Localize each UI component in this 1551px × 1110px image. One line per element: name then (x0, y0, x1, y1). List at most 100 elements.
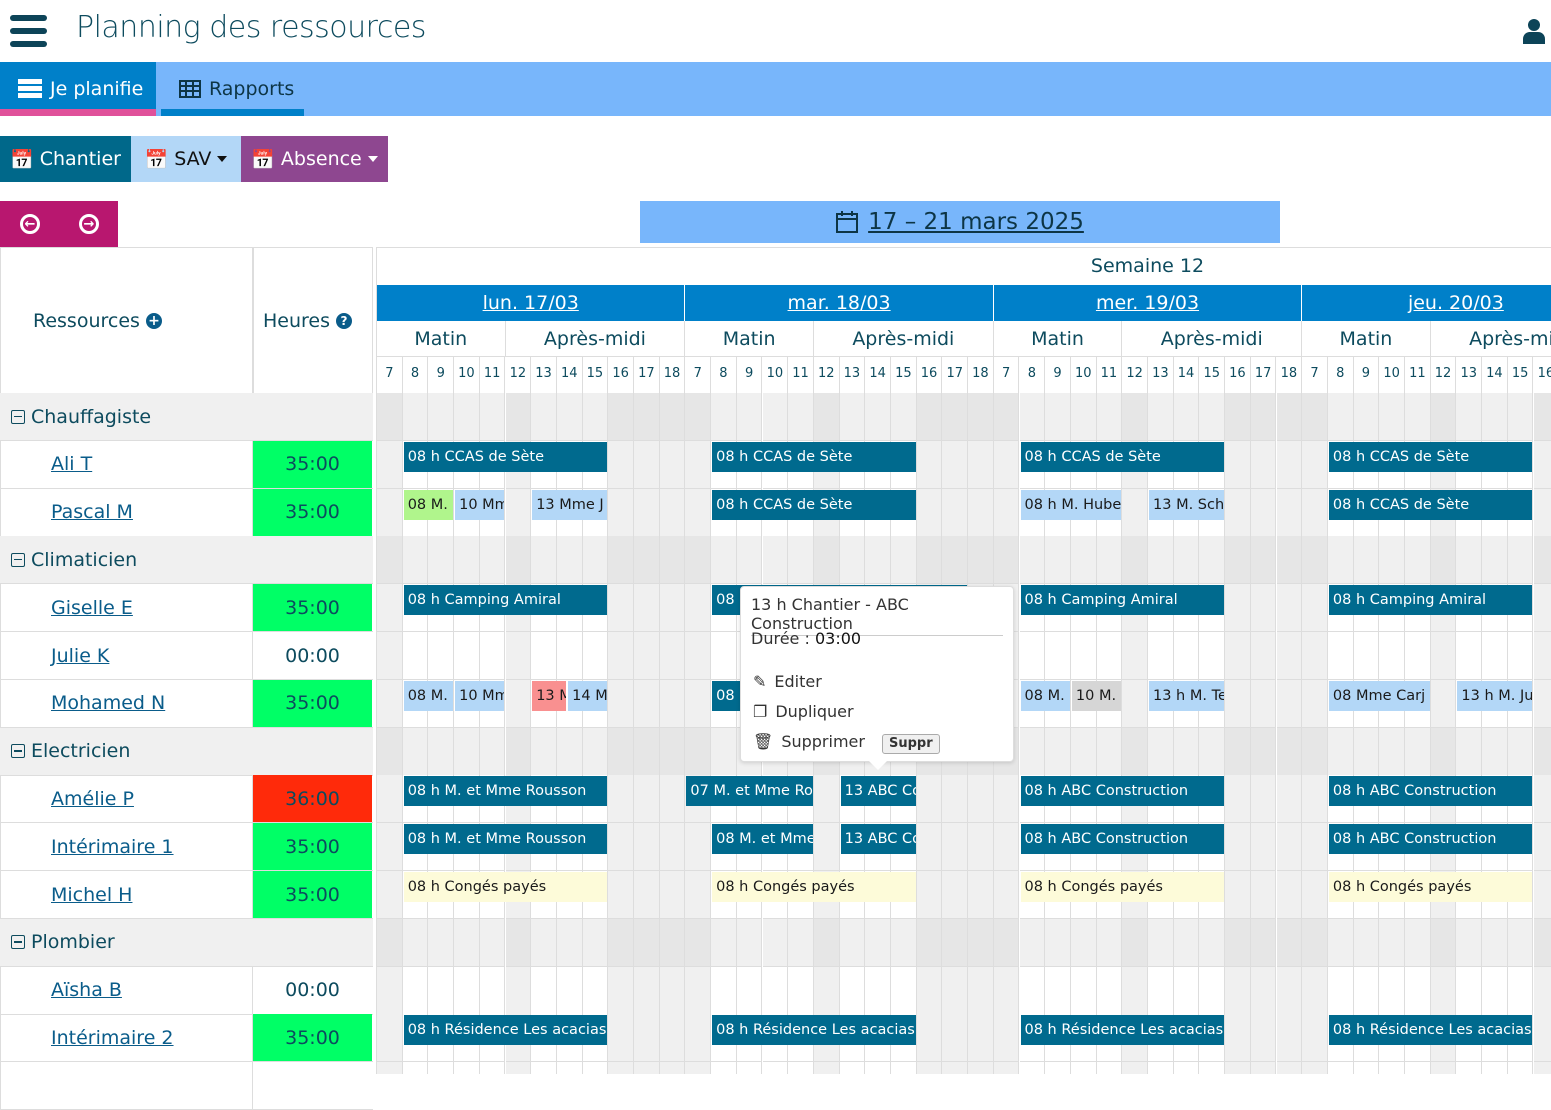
grid-cell[interactable] (1302, 393, 1328, 441)
grid-cell[interactable] (1097, 1062, 1123, 1074)
grid-cell[interactable] (634, 1014, 660, 1062)
event-chantier[interactable]: 08 h ABC Construction (1329, 776, 1533, 806)
grid-cell[interactable] (1302, 775, 1328, 823)
grid-cell[interactable] (1020, 1062, 1046, 1074)
grid-cell[interactable] (1354, 536, 1380, 584)
grid-cell[interactable] (506, 1062, 532, 1074)
grid-cell[interactable] (1482, 919, 1508, 967)
event-sav[interactable]: 10 Mme (455, 681, 504, 711)
grid-cell[interactable] (968, 919, 994, 967)
grid-cell[interactable] (608, 967, 634, 1015)
grid-cell[interactable] (608, 536, 634, 584)
grid-cell[interactable] (1122, 632, 1148, 680)
grid-cell[interactable] (634, 823, 660, 871)
grid-cell[interactable] (1251, 919, 1277, 967)
grid-cell[interactable] (377, 1062, 403, 1074)
grid-cell[interactable] (1534, 823, 1551, 871)
event-chantier[interactable]: 08 h Résidence Les acacias (1329, 1015, 1533, 1045)
grid-cell[interactable] (1045, 1062, 1071, 1074)
grid-cell[interactable] (1379, 536, 1405, 584)
resource-name-link[interactable]: Julie K (0, 632, 253, 679)
grid-cell[interactable] (1122, 536, 1148, 584)
grid-cell[interactable] (660, 1014, 686, 1062)
grid-cell[interactable] (942, 871, 968, 919)
grid-cell[interactable] (1045, 728, 1071, 776)
grid-cell[interactable] (634, 728, 660, 776)
grid-cell[interactable] (994, 1062, 1020, 1074)
grid-cell[interactable] (1174, 393, 1200, 441)
day-header-link[interactable]: mer. 19/03 (994, 285, 1302, 321)
grid-cell[interactable] (1122, 680, 1148, 728)
grid-cell[interactable] (814, 823, 840, 871)
grid-cell[interactable] (660, 489, 686, 537)
grid-cell[interactable] (711, 632, 737, 680)
grid-cell[interactable] (1405, 536, 1431, 584)
event-chantier[interactable]: 08 M. et Mme (712, 824, 813, 854)
grid-cell[interactable] (1071, 728, 1097, 776)
grid-cell[interactable] (1405, 728, 1431, 776)
grid-cell[interactable] (1328, 632, 1354, 680)
grid-cell[interactable] (480, 728, 506, 776)
grid-cell[interactable] (994, 393, 1020, 441)
grid-cell[interactable] (1277, 919, 1303, 967)
grid-cell[interactable] (942, 536, 968, 584)
grid-cell[interactable] (1379, 919, 1405, 967)
grid-cell[interactable] (1328, 919, 1354, 967)
grid-cell[interactable] (403, 632, 429, 680)
grid-cell[interactable] (1251, 1062, 1277, 1074)
grid-cell[interactable] (1148, 393, 1174, 441)
event-chantier[interactable]: 08 h M. et Mme Rousson (404, 824, 608, 854)
grid-cell[interactable] (1328, 536, 1354, 584)
grid-cell[interactable] (1328, 393, 1354, 441)
grid-cell[interactable] (1225, 584, 1251, 632)
grid-cell[interactable] (531, 536, 557, 584)
group-row[interactable]: Electricien (0, 728, 373, 776)
grid-cell[interactable] (1097, 632, 1123, 680)
grid-cell[interactable] (480, 632, 506, 680)
grid-cell[interactable] (1431, 1062, 1457, 1074)
grid-cell[interactable] (377, 775, 403, 823)
event-sav[interactable]: 10 Mme (455, 490, 504, 520)
grid-cell[interactable] (1020, 393, 1046, 441)
grid-cell[interactable] (994, 823, 1020, 871)
grid-cell[interactable] (1251, 775, 1277, 823)
grid-cell[interactable] (557, 919, 583, 967)
grid-cell[interactable] (1251, 584, 1277, 632)
grid-cell[interactable] (403, 393, 429, 441)
grid-cell[interactable] (1174, 632, 1200, 680)
grid-cell[interactable] (1277, 823, 1303, 871)
grid-cell[interactable] (660, 441, 686, 489)
grid-cell[interactable] (891, 536, 917, 584)
grid-cell[interactable] (403, 919, 429, 967)
grid-cell[interactable] (917, 775, 943, 823)
grid-cell[interactable] (942, 1014, 968, 1062)
grid-cell[interactable] (1071, 632, 1097, 680)
event-sav_late[interactable]: 13 M. (532, 681, 566, 711)
grid-cell[interactable] (1148, 967, 1174, 1015)
grid-cell[interactable] (1534, 871, 1551, 919)
grid-cell[interactable] (1431, 393, 1457, 441)
grid-cell[interactable] (1431, 632, 1457, 680)
grid-cell[interactable] (968, 823, 994, 871)
grid-cell[interactable] (660, 871, 686, 919)
grid-cell[interactable] (634, 967, 660, 1015)
event-chantier[interactable]: 08 h ABC Construction (1021, 824, 1225, 854)
grid-cell[interactable] (428, 728, 454, 776)
event-sav[interactable]: 13 Mme J (532, 490, 607, 520)
grid-cell[interactable] (1174, 536, 1200, 584)
grid-cell[interactable] (1148, 1062, 1174, 1074)
grid-cell[interactable] (1122, 393, 1148, 441)
grid-cell[interactable] (1534, 919, 1551, 967)
grid-cell[interactable] (557, 632, 583, 680)
grid-cell[interactable] (763, 536, 789, 584)
grid-cell[interactable] (377, 1014, 403, 1062)
grid-cell[interactable] (428, 967, 454, 1015)
grid-cell[interactable] (1277, 728, 1303, 776)
grid-cell[interactable] (660, 680, 686, 728)
grid-cell[interactable] (1225, 967, 1251, 1015)
event-chantier[interactable]: 13 ABC Co (841, 824, 916, 854)
grid-cell[interactable] (1071, 919, 1097, 967)
grid-cell[interactable] (1405, 1062, 1431, 1074)
grid-cell[interactable] (608, 775, 634, 823)
grid-cell[interactable] (1405, 967, 1431, 1015)
